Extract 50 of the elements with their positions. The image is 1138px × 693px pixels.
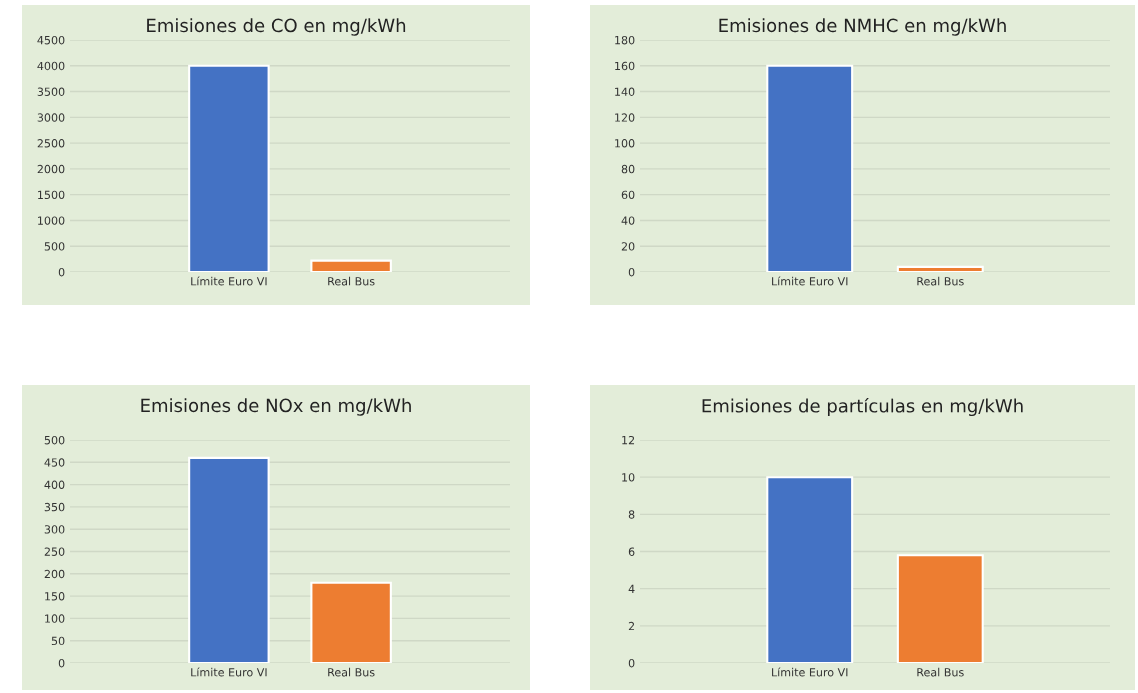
chart-title: Emisiones de NOx en mg/kWh xyxy=(141,398,411,416)
y-tick-label: 0 xyxy=(628,658,635,668)
y-tick-label: 50 xyxy=(51,636,65,646)
y-tick-label: 4500 xyxy=(37,35,65,45)
y-tick-label: 0 xyxy=(628,267,635,277)
y-tick-label: 160 xyxy=(615,61,635,71)
y-tick-label: 250 xyxy=(44,547,65,556)
x-tick-label: Real Bus xyxy=(917,276,964,286)
y-tick-label: 3500 xyxy=(37,87,65,96)
y-tick-label: 400 xyxy=(44,480,65,489)
y-tick-label: 4000 xyxy=(37,61,65,71)
y-tick-label: 100 xyxy=(615,139,635,148)
y-tick-label: 2 xyxy=(628,621,635,631)
y-tick-label: 300 xyxy=(44,525,65,534)
y-tick-label: 350 xyxy=(44,502,65,512)
y-tick-label: 1500 xyxy=(38,190,65,200)
x-tick-label: Real Bus xyxy=(328,276,375,286)
y-tick-label: 4 xyxy=(628,584,635,593)
y-tick-label: 10 xyxy=(622,473,635,482)
y-tick-label: 8 xyxy=(628,510,635,519)
x-tick-label: Real Bus xyxy=(917,667,964,677)
y-tick-label: 0 xyxy=(58,267,65,277)
x-tick-label: Límite Euro VI xyxy=(191,667,267,677)
y-tick-label: 40 xyxy=(621,216,635,225)
y-tick-label: 2500 xyxy=(37,139,65,148)
y-tick-label: 150 xyxy=(45,592,65,601)
x-tick-label: Real Bus xyxy=(328,667,375,677)
y-tick-label: 450 xyxy=(44,458,65,467)
y-tick-label: 200 xyxy=(44,569,65,579)
chart-title: Emisiones de partículas en mg/kWh xyxy=(702,397,1023,417)
y-tick-label: 12 xyxy=(622,435,635,445)
x-tick-label: Límite Euro VI xyxy=(772,276,848,286)
y-tick-label: 60 xyxy=(621,190,635,200)
y-tick-label: 6 xyxy=(628,547,635,556)
x-tick-label: Límite Euro VI xyxy=(772,667,848,677)
y-tick-label: 1000 xyxy=(38,216,65,225)
x-tick-label: Límite Euro VI xyxy=(191,276,267,286)
y-tick-label: 500 xyxy=(44,435,65,445)
y-tick-label: 0 xyxy=(58,658,65,668)
chart-title: Emisiones de CO en mg/kWh xyxy=(147,18,406,36)
chart-title: Emisiones de NMHC en mg/kWh xyxy=(719,18,1006,36)
y-tick-label: 140 xyxy=(615,87,635,96)
y-tick-label: 500 xyxy=(44,242,65,251)
y-tick-label: 100 xyxy=(45,614,65,623)
y-tick-label: 180 xyxy=(615,35,635,45)
y-tick-label: 80 xyxy=(621,164,635,174)
y-tick-label: 120 xyxy=(615,113,635,122)
y-tick-label: 20 xyxy=(621,242,635,251)
y-tick-label: 3000 xyxy=(37,113,65,122)
y-tick-label: 2000 xyxy=(37,164,65,174)
